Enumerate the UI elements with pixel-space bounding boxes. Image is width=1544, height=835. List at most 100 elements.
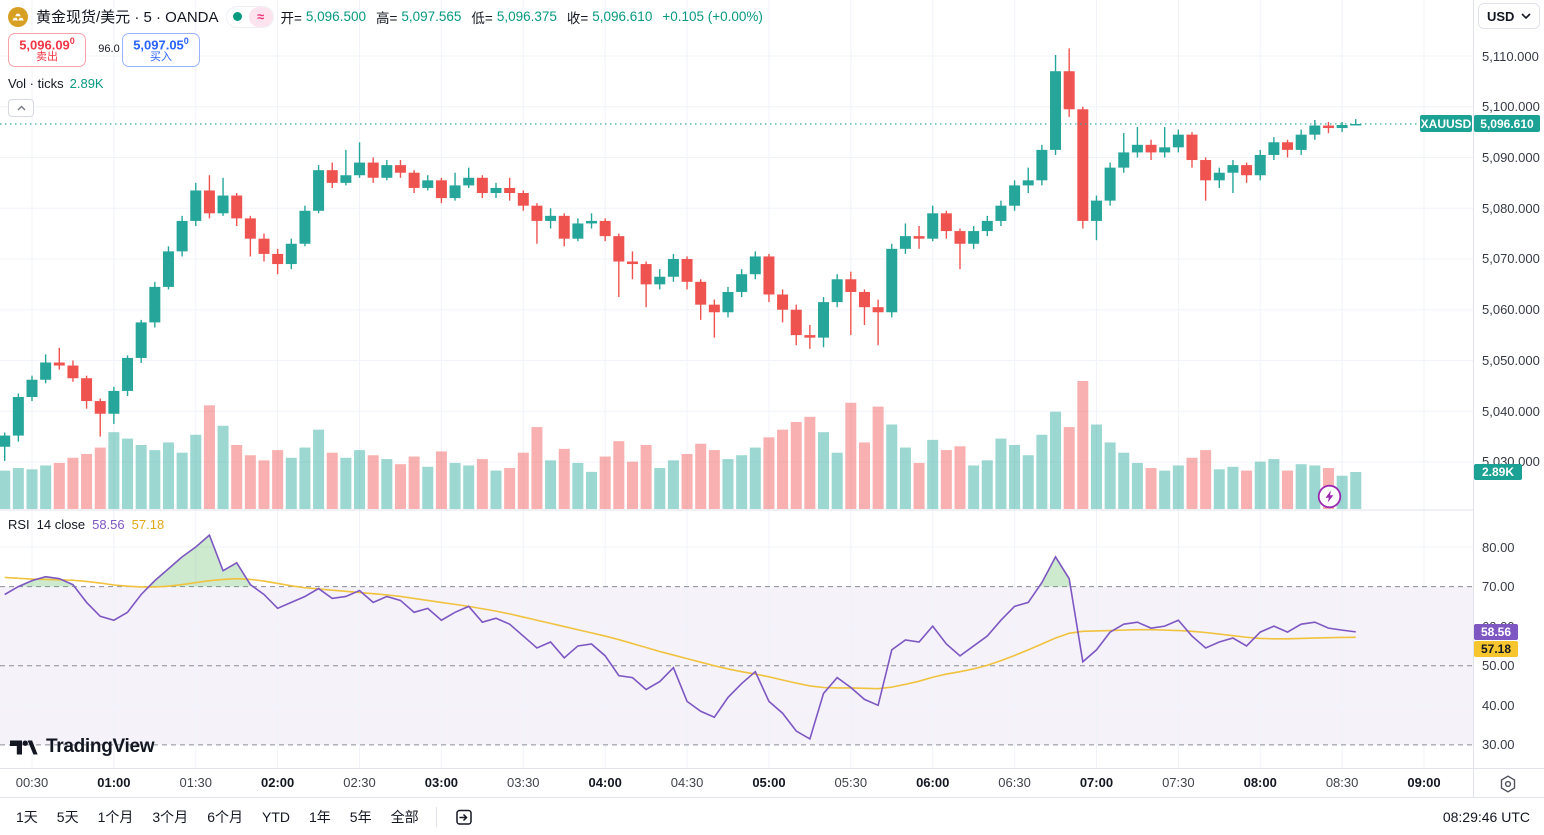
collapse-legend-button[interactable] [8,99,34,117]
rsi-axis-label: 40.00 [1482,697,1515,713]
volume-bar [927,439,939,509]
candle [681,258,693,282]
candle [422,180,434,188]
range-button-1天[interactable]: 1天 [14,803,40,831]
rsi-params: 14 close [36,517,86,532]
candle [695,281,707,305]
time-axis-label: 07:00 [1079,775,1114,790]
last-price-label: XAUUSD 5,096.610 [1420,115,1540,133]
volume-bar [981,460,993,509]
volume-bar [613,441,625,509]
volume-bar [667,460,679,509]
settings-gear-icon[interactable] [1498,774,1518,794]
price-axis-label: 5,040.000 [1482,403,1540,419]
volume-bar [940,450,952,509]
volume-indicator-value: 2.89K [69,76,104,91]
rsi-axis-label: 80.00 [1482,539,1515,555]
candle [1322,125,1334,129]
candle [1186,134,1198,161]
volume-bar [1009,445,1021,509]
volume-bar [1172,465,1184,509]
market-status-pill[interactable]: ≈ [226,6,273,27]
volume-bar [435,451,447,509]
volume-bar [176,452,188,509]
candle [517,193,529,206]
range-button-1个月[interactable]: 1个月 [96,803,136,831]
volume-bar [1241,470,1253,509]
candle [736,274,748,292]
candle [1050,71,1062,150]
volume-bar [545,460,557,509]
candle [531,205,543,221]
volume-bar [476,459,488,509]
rsi-title[interactable]: RSI [8,517,30,532]
candle [1241,165,1253,176]
range-button-1年[interactable]: 1年 [307,803,333,831]
rsi-axis-label: 50.00 [1482,658,1515,674]
time-axis[interactable]: 00:30 01:00 01:30 02:00 02:30 03:00 03:30 04:00… [0,768,1544,798]
candle [1227,165,1239,173]
range-button-5年[interactable]: 5年 [348,803,374,831]
volume-bar [818,432,830,509]
volume-bar [572,462,584,509]
time-axis-label: 05:30 [834,775,868,790]
volume-bar [244,455,256,509]
range-button-5天[interactable]: 5天 [55,803,81,831]
volume-bar [1227,466,1239,509]
volume-bar [81,453,93,509]
volume-bar [708,450,720,509]
goto-date-button[interactable] [452,805,476,829]
volume-bar [640,445,652,509]
volume-bar [53,462,65,509]
volume-bar [695,443,707,509]
candle [463,177,475,186]
volume-bar [394,464,406,509]
candle [667,258,679,277]
time-axis-label: 01:30 [179,775,213,790]
volume-bar [504,468,516,509]
volume-bar [831,452,843,509]
chevron-up-icon [17,105,25,111]
candle [572,223,584,239]
volume-bar [1186,457,1198,509]
candle [190,190,202,221]
symbol-title[interactable]: 黄金现货/美元 · 5 · OANDA [36,9,219,26]
candle [599,220,611,237]
range-button-3个月[interactable]: 3个月 [150,803,190,831]
candle [954,231,966,244]
candle [12,397,24,436]
volume-bar [1145,468,1157,509]
sell-button[interactable]: 5,096.090 卖出 [8,33,86,67]
volume-bar [354,450,366,509]
buy-button[interactable]: 5,097.050 买入 [122,33,200,67]
candle [1159,147,1171,153]
rsi-axis-label: 30.00 [1482,737,1515,753]
candle [545,215,557,221]
chart-plot-area[interactable] [0,0,1473,768]
candle [122,357,134,391]
range-button-YTD[interactable]: YTD [260,803,292,831]
candle [1145,144,1157,153]
clock-utc[interactable]: 08:29:46 UTC [1442,808,1530,825]
candle [818,302,830,338]
candle [40,362,52,380]
volume-bar [736,455,748,509]
candle [927,213,939,239]
range-button-6个月[interactable]: 6个月 [205,803,245,831]
volume-bar [790,421,802,509]
volume-bar [1050,411,1062,509]
volume-bar [1036,434,1048,509]
tradingview-logo[interactable]: TradingView [10,736,155,758]
range-button-全部[interactable]: 全部 [389,803,421,831]
chevron-down-icon [1521,13,1531,19]
instant-trading-lightning-button[interactable] [1317,484,1342,509]
currency-dropdown[interactable]: USD [1478,3,1540,29]
volume-bar [367,455,379,509]
rsi-legend: RSI 14 close 58.56 57.18 [8,517,164,532]
candle [845,279,857,292]
volume-bar [122,438,134,509]
volume-bar [285,457,297,509]
close-value: 5,096.610 [592,9,653,24]
rsi-overbought-fill [18,576,75,587]
candle [26,379,38,398]
